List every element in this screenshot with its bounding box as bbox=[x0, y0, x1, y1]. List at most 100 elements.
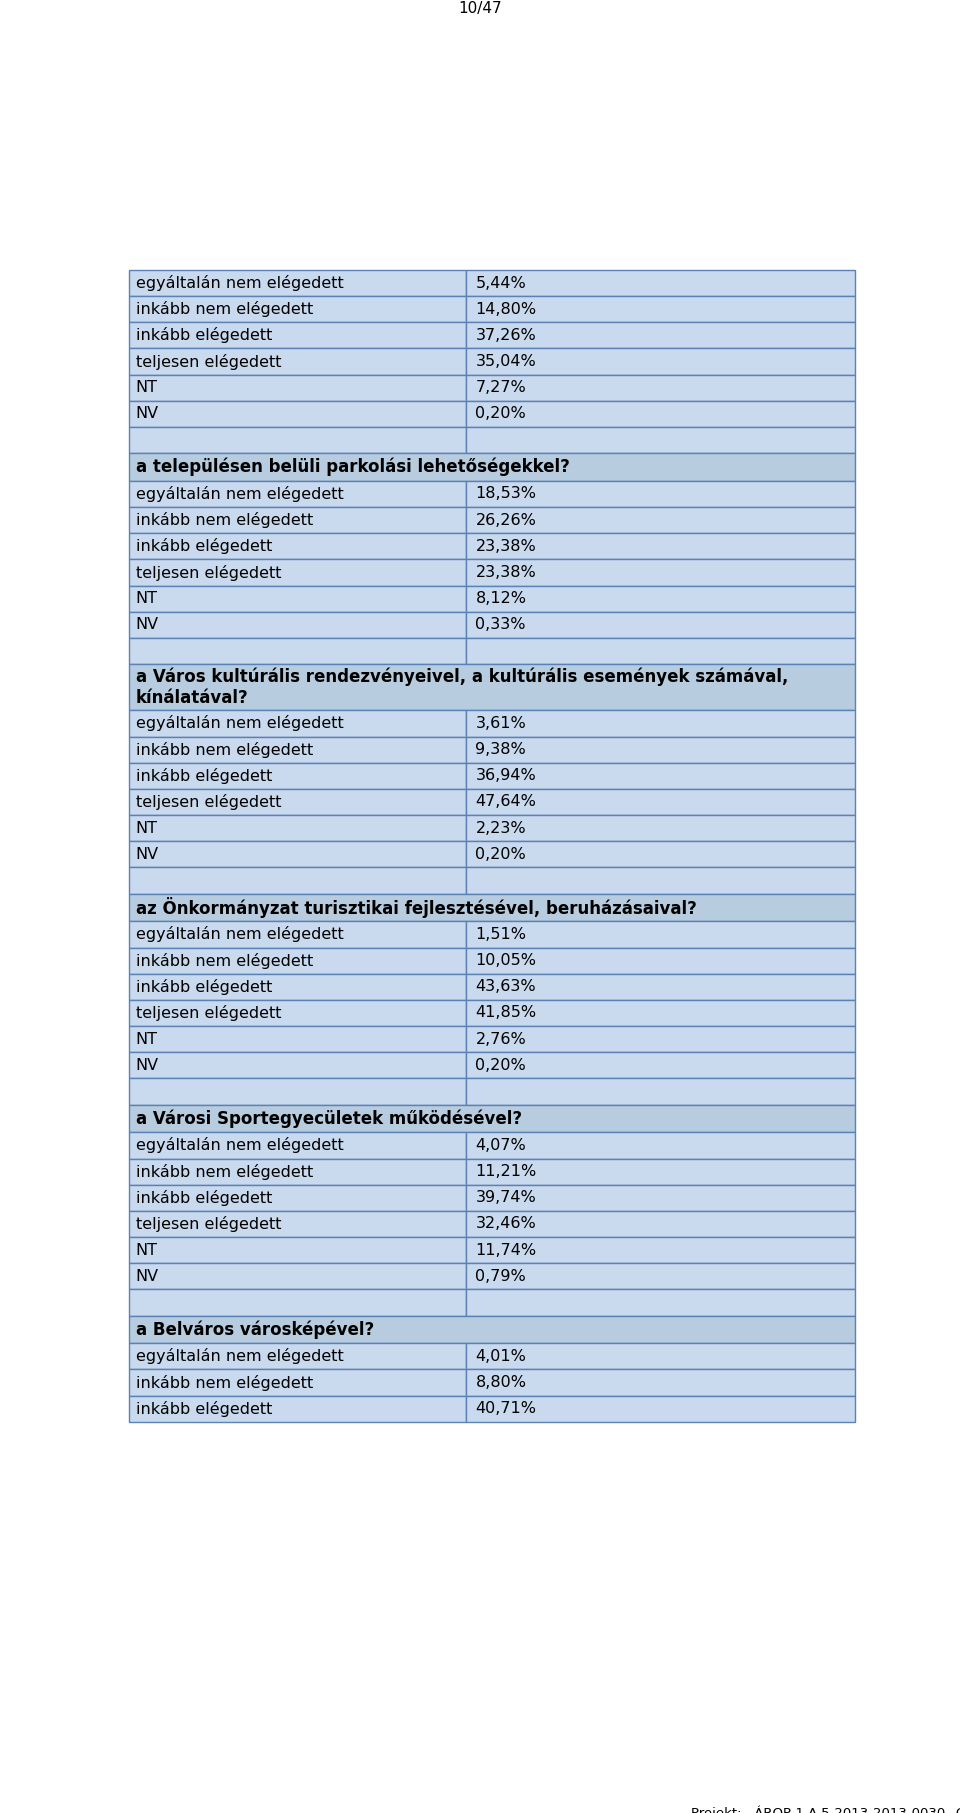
Text: 0,20%: 0,20% bbox=[475, 406, 526, 421]
Bar bbox=[129, 1001, 467, 1026]
Bar bbox=[467, 508, 854, 533]
Text: 10,05%: 10,05% bbox=[475, 954, 537, 968]
Text: teljesen elégedett: teljesen elégedett bbox=[135, 1004, 281, 1021]
Text: 7,27%: 7,27% bbox=[475, 381, 526, 395]
Bar bbox=[129, 816, 467, 841]
Text: 2,23%: 2,23% bbox=[475, 821, 526, 836]
Text: 23,38%: 23,38% bbox=[475, 566, 537, 580]
Bar bbox=[129, 664, 854, 711]
Text: 0,20%: 0,20% bbox=[475, 847, 526, 861]
Bar bbox=[467, 789, 854, 816]
Bar bbox=[129, 841, 467, 867]
Bar bbox=[129, 948, 467, 974]
Text: 14,80%: 14,80% bbox=[475, 301, 537, 317]
Bar bbox=[467, 921, 854, 948]
Bar bbox=[129, 296, 467, 323]
Bar bbox=[129, 1236, 467, 1264]
Bar bbox=[467, 611, 854, 638]
Text: teljesen elégedett: teljesen elégedett bbox=[135, 564, 281, 580]
Bar bbox=[129, 611, 467, 638]
Text: 9,38%: 9,38% bbox=[475, 742, 526, 758]
Bar bbox=[129, 348, 467, 375]
Text: 37,26%: 37,26% bbox=[475, 328, 537, 343]
Text: a Belváros városképével?: a Belváros városképével? bbox=[135, 1320, 373, 1338]
Bar bbox=[467, 533, 854, 560]
Text: inkább elégedett: inkább elégedett bbox=[135, 328, 272, 343]
Bar bbox=[467, 711, 854, 736]
Bar bbox=[129, 894, 854, 921]
Bar bbox=[467, 1001, 854, 1026]
Text: 26,26%: 26,26% bbox=[475, 513, 537, 528]
Text: 23,38%: 23,38% bbox=[475, 538, 537, 553]
Bar bbox=[129, 1104, 854, 1133]
Text: az Önkormányzat turisztikai fejlesztésével, beruházásaival?: az Önkormányzat turisztikai fejlesztésév… bbox=[135, 897, 696, 917]
Text: a Városi Sportegyесületek működésével?: a Városi Sportegyесületek működésével? bbox=[135, 1110, 521, 1128]
Bar bbox=[467, 1184, 854, 1211]
Text: 11,74%: 11,74% bbox=[475, 1242, 537, 1258]
Bar bbox=[129, 1343, 467, 1369]
Bar bbox=[467, 1264, 854, 1289]
Text: 47,64%: 47,64% bbox=[475, 794, 537, 809]
Bar bbox=[467, 948, 854, 974]
Text: inkább elégedett: inkább elégedett bbox=[135, 538, 272, 555]
Bar bbox=[129, 453, 854, 480]
Text: 3,61%: 3,61% bbox=[475, 716, 526, 731]
Bar bbox=[467, 348, 854, 375]
Text: inkább elégedett: inkább elégedett bbox=[135, 769, 272, 783]
Text: NV: NV bbox=[135, 406, 158, 421]
Text: inkább nem elégedett: inkább nem elégedett bbox=[135, 952, 313, 968]
Text: 2,76%: 2,76% bbox=[475, 1032, 526, 1046]
Bar bbox=[467, 974, 854, 1001]
Bar bbox=[467, 1289, 854, 1316]
Bar bbox=[467, 763, 854, 789]
Bar bbox=[467, 296, 854, 323]
Bar bbox=[129, 1369, 467, 1396]
Text: egyáltalán nem elégedett: egyáltalán nem elégedett bbox=[135, 716, 344, 731]
Bar bbox=[467, 736, 854, 763]
Text: 1,51%: 1,51% bbox=[475, 926, 526, 943]
Text: 36,94%: 36,94% bbox=[475, 769, 537, 783]
Bar bbox=[467, 1211, 854, 1236]
Text: egyáltalán nem elégedett: egyáltalán nem elégedett bbox=[135, 486, 344, 502]
Text: egyáltalán nem elégedett: egyáltalán nem elégedett bbox=[135, 276, 344, 292]
Bar bbox=[129, 270, 467, 296]
Bar bbox=[129, 533, 467, 560]
Text: 0,33%: 0,33% bbox=[475, 618, 526, 633]
Bar bbox=[467, 323, 854, 348]
Bar bbox=[467, 401, 854, 428]
Text: a Város kultúrális rendezvényeivel, a kultúrális események számával,
kínálatával: a Város kultúrális rendezvényeivel, a ku… bbox=[135, 667, 788, 707]
Bar bbox=[467, 1369, 854, 1396]
Text: inkább elégedett: inkább elégedett bbox=[135, 1401, 272, 1416]
Text: inkább nem elégedett: inkább nem elégedett bbox=[135, 742, 313, 758]
Text: 39,74%: 39,74% bbox=[475, 1191, 537, 1206]
Bar bbox=[467, 1133, 854, 1159]
Bar bbox=[129, 789, 467, 816]
Bar bbox=[129, 401, 467, 428]
Bar bbox=[467, 1396, 854, 1421]
Text: 18,53%: 18,53% bbox=[475, 486, 537, 502]
Bar bbox=[467, 1159, 854, 1184]
Bar bbox=[129, 508, 467, 533]
Text: egyáltalán nem elégedett: egyáltalán nem elégedett bbox=[135, 1349, 344, 1365]
Bar bbox=[467, 428, 854, 453]
Bar bbox=[467, 480, 854, 508]
Bar bbox=[129, 638, 467, 664]
Text: 32,46%: 32,46% bbox=[475, 1217, 537, 1231]
Text: 10/47: 10/47 bbox=[458, 2, 502, 16]
Bar bbox=[129, 1396, 467, 1421]
Text: inkább elégedett: inkább elégedett bbox=[135, 1189, 272, 1206]
Bar bbox=[129, 375, 467, 401]
Bar bbox=[467, 270, 854, 296]
Text: egyáltalán nem elégedett: egyáltalán nem elégedett bbox=[135, 1137, 344, 1153]
Text: NT: NT bbox=[135, 381, 157, 395]
Bar bbox=[129, 586, 467, 611]
Bar bbox=[129, 1264, 467, 1289]
Bar bbox=[129, 428, 467, 453]
Text: inkább nem elégedett: inkább nem elégedett bbox=[135, 1164, 313, 1180]
Text: a településen belüli parkolási lehetőségekkel?: a településen belüli parkolási lehetőség… bbox=[135, 459, 569, 477]
Bar bbox=[129, 763, 467, 789]
Text: 41,85%: 41,85% bbox=[475, 1006, 537, 1021]
Text: egyáltalán nem elégedett: egyáltalán nem elégedett bbox=[135, 926, 344, 943]
Bar bbox=[129, 1316, 854, 1343]
Bar bbox=[467, 560, 854, 586]
